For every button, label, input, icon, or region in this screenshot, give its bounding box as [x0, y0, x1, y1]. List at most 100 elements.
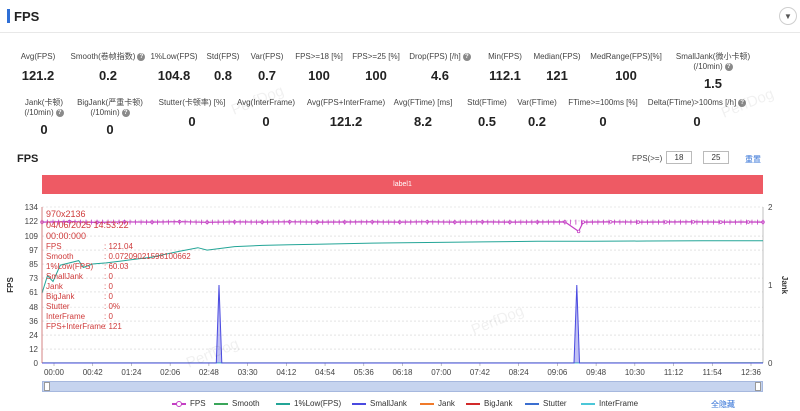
label-band[interactable]: label1: [42, 175, 763, 194]
metric-label: MedRange(FPS)[%]: [566, 52, 686, 62]
help-icon[interactable]: ?: [724, 62, 733, 71]
metric-label: Avg(FPS): [0, 52, 98, 62]
y-tick-label: 109: [25, 232, 39, 241]
metric-row1-2: 1%Low(FPS) 104.8: [114, 52, 234, 83]
series-fps-point: [576, 229, 581, 234]
metric-value: 112.1: [489, 68, 521, 83]
metric-value: 0: [262, 114, 270, 129]
metric-label: Stutter(卡顿率) [%]: [132, 98, 252, 108]
metric-row1-6: FPS>=25 [%] 100: [316, 52, 436, 83]
metric-label-text: Var(FTime): [517, 98, 557, 107]
x-tick-label: 00:42: [83, 368, 104, 377]
x-tick-label: 09:06: [547, 368, 568, 377]
metric-row2-9: Delta(FTime)>100ms [/h]? 0: [637, 98, 757, 129]
metric-label: Median(FPS): [497, 52, 617, 62]
y2-tick-label: 0: [768, 359, 773, 368]
x-tick-label: 05:36: [354, 368, 375, 377]
help-icon[interactable]: ?: [738, 98, 747, 107]
metric-label-text: FTime>=100ms [%]: [568, 98, 638, 107]
tooltip-value: : 0: [104, 312, 113, 321]
help-icon[interactable]: ?: [121, 108, 130, 117]
slider-left-handle[interactable]: [44, 382, 50, 391]
x-tick-label: 04:54: [315, 368, 336, 377]
hide-all-button[interactable]: 全隐藏: [711, 400, 735, 409]
metric-value: 0.2: [98, 68, 118, 83]
y-tick-label: 73: [29, 274, 38, 283]
time-range-slider[interactable]: [42, 381, 763, 392]
chevron-down-icon[interactable]: ▼: [779, 7, 797, 25]
help-icon[interactable]: ?: [462, 52, 471, 61]
metric-label: Min(FPS): [445, 52, 565, 62]
metric-label: 1%Low(FPS): [114, 52, 234, 62]
series-fps-point: [636, 220, 640, 224]
header-accent-bar: [7, 9, 10, 23]
legend-swatch: [172, 400, 186, 407]
y-tick-label: 36: [29, 317, 38, 326]
y-tick-label: 24: [29, 331, 38, 340]
series-fps-point: [691, 220, 695, 224]
metric-label-text: FPS>=18 [%]: [295, 52, 343, 61]
y2-tick-label: 1: [768, 281, 773, 290]
reset-button[interactable]: 重置: [745, 155, 761, 164]
fps-threshold-input-1[interactable]: [666, 151, 692, 164]
metric-label-unit-text: (/10min): [90, 108, 120, 117]
series-fps-point: [664, 220, 668, 224]
tooltip-value: : 60.03: [104, 262, 129, 271]
metric-row2-5: Avg(FTime) [ms] 8.2: [363, 98, 483, 129]
metric-value: 104.8: [157, 68, 191, 83]
metric-row1-4: Var(FPS) 0.7: [207, 52, 327, 83]
legend-item-smalljank[interactable]: SmallJank: [352, 399, 407, 408]
legend-swatch: [420, 402, 434, 405]
legend-label: Jank: [438, 399, 455, 408]
legend-item-1-low-fps-[interactable]: 1%Low(FPS): [276, 399, 341, 408]
metric-label-text: FPS>=25 [%]: [352, 52, 400, 61]
metric-label: Std(FTime): [427, 98, 547, 108]
y-tick-label: 85: [29, 260, 38, 269]
metric-value: 121: [546, 68, 568, 83]
help-icon[interactable]: ?: [55, 108, 64, 117]
legend-item-bigjank[interactable]: BigJank: [466, 399, 512, 408]
help-icon[interactable]: ?: [137, 52, 146, 61]
tooltip-value: : 0%: [104, 302, 121, 311]
metric-row1-10: MedRange(FPS)[%] 100: [566, 52, 686, 83]
tooltip-key: Stutter: [46, 302, 70, 311]
metric-row2-4: Avg(FPS+InterFrame) 121.2: [286, 98, 406, 129]
metric-row1-9: Median(FPS) 121: [497, 52, 617, 83]
metric-label: Avg(FPS+InterFrame): [286, 98, 406, 108]
legend-item-stutter[interactable]: Stutter: [525, 399, 567, 408]
metric-row1-1: Smooth(卷帧指数)? 0.2: [48, 52, 168, 83]
metric-label-text: Smooth(卷帧指数): [70, 52, 136, 61]
legend-label: FPS: [190, 399, 206, 408]
fps-threshold-input-2[interactable]: [703, 151, 729, 164]
legend-item-fps[interactable]: FPS: [172, 399, 206, 408]
metric-value: 1.5: [703, 76, 723, 91]
metric-label-unit-text: (/10min): [24, 108, 54, 117]
legend-label: 1%Low(FPS): [294, 399, 342, 408]
legend-item-smooth[interactable]: Smooth: [214, 399, 260, 408]
legend-label: SmallJank: [370, 399, 407, 408]
x-tick-label: 11:12: [664, 368, 684, 377]
metric-label-text: MedRange(FPS)[%]: [590, 52, 662, 61]
metric-value: 121.2: [329, 114, 363, 129]
tooltip-key: FPS+InterFrame: [46, 322, 106, 331]
legend-swatch: [525, 402, 539, 405]
metric-label-text: Drop(FPS) [/h]: [409, 52, 461, 61]
metric-value: 100: [365, 68, 387, 83]
fps-threshold-label: FPS(>=): [632, 154, 663, 163]
tooltip-key: 1%Low(FPS): [46, 262, 94, 271]
metric-value: 0: [40, 122, 48, 137]
y-tick-label: 134: [25, 203, 39, 212]
legend-label: Stutter: [543, 399, 567, 408]
slider-right-handle[interactable]: [755, 382, 761, 391]
tooltip-row: Stutter : 0%: [46, 302, 191, 312]
legend-item-jank[interactable]: Jank: [420, 399, 455, 408]
y-tick-label: 48: [29, 303, 38, 312]
tooltip-row: Smooth: 0.07209021598100662: [46, 252, 191, 262]
tooltip-value: : 0: [104, 282, 113, 291]
series-fps-point: [609, 220, 613, 224]
legend-item-interframe[interactable]: InterFrame: [581, 399, 638, 408]
metric-label-text: Avg(FPS+InterFrame): [306, 98, 386, 107]
x-tick-label: 06:18: [392, 368, 413, 377]
y-tick-label: 61: [29, 288, 38, 297]
